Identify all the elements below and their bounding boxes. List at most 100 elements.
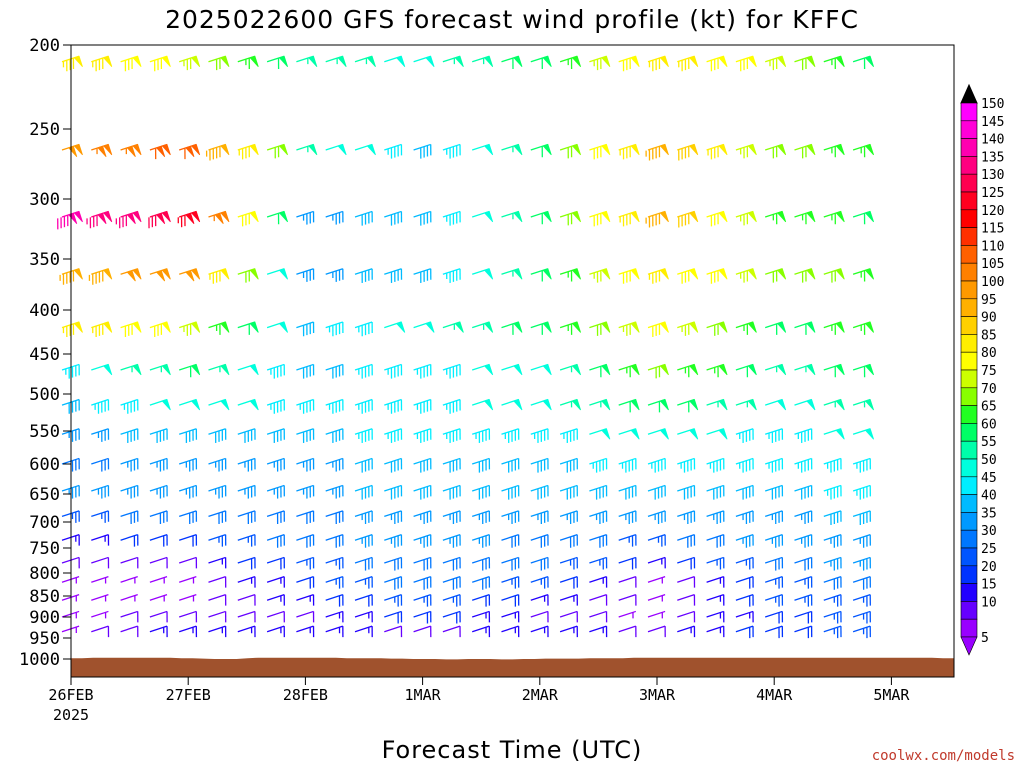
wind-barb — [237, 457, 256, 472]
wind-barb — [442, 55, 464, 67]
wind-barb — [589, 55, 611, 71]
wind-barb — [823, 610, 842, 624]
wind-barb — [237, 594, 256, 606]
wind-barb — [178, 534, 198, 547]
y-tick-label: 800 — [29, 564, 60, 584]
wind-barb — [325, 594, 344, 607]
colorbar-bottom-arrow — [960, 636, 978, 656]
wind-barb — [354, 143, 376, 156]
wind-barb — [296, 625, 315, 638]
wind-barb — [501, 457, 520, 473]
wind-barb — [589, 576, 608, 588]
wind-barb — [178, 484, 198, 499]
wind-barb — [471, 510, 491, 524]
wind-barb — [589, 210, 611, 227]
x-year-label: 2025 — [53, 706, 89, 724]
wind-barb — [735, 534, 754, 548]
wind-barb — [237, 363, 259, 376]
wind-barb — [325, 556, 344, 570]
wind-barb — [530, 428, 549, 443]
wind-barb — [647, 363, 669, 379]
wind-barb — [852, 484, 871, 500]
wind-barb — [589, 625, 608, 638]
wind-barb — [735, 321, 757, 335]
wind-barb — [471, 268, 494, 280]
wind-barb — [325, 625, 344, 638]
wind-barb — [442, 625, 461, 638]
y-tick-label: 900 — [29, 608, 60, 628]
wind-barb — [208, 484, 227, 499]
wind-barb — [764, 457, 784, 473]
wind-barb — [589, 594, 608, 606]
wind-barb — [354, 398, 373, 414]
colorbar-label: 15 — [981, 578, 997, 593]
wind-barb — [177, 210, 201, 228]
wind-barb — [501, 484, 520, 500]
wind-barb — [647, 510, 666, 524]
wind-barb — [559, 321, 581, 335]
wind-barb — [208, 268, 230, 284]
wind-barb — [677, 576, 696, 588]
wind-barb — [384, 55, 406, 67]
wind-barb — [208, 398, 230, 411]
wind-barb — [178, 268, 201, 282]
wind-barb — [764, 55, 787, 71]
wind-barb — [178, 398, 201, 411]
wind-barb — [237, 321, 259, 335]
wind-barb — [794, 594, 813, 607]
wind-barb — [764, 321, 787, 335]
colorbar-label: 140 — [981, 133, 1004, 148]
wind-barb — [530, 268, 552, 282]
wind-barb — [471, 457, 491, 473]
wind-barb — [706, 534, 725, 548]
wind-barb — [647, 321, 669, 338]
wind-barb — [618, 210, 640, 227]
wind-barb — [296, 556, 315, 570]
wind-barb — [442, 556, 461, 571]
wind-barb — [589, 321, 611, 336]
wind-barb — [413, 625, 432, 638]
wind-barb — [266, 510, 285, 524]
wind-barb — [589, 398, 611, 411]
wind-barb — [764, 143, 787, 159]
wind-barb — [91, 321, 113, 338]
colorbar-swatch — [960, 262, 978, 282]
wind-barb — [794, 398, 816, 411]
wind-barb — [764, 428, 784, 443]
colorbar-top-arrow — [960, 83, 978, 104]
colorbar-swatch — [960, 618, 978, 638]
wind-barb — [413, 534, 432, 548]
wind-barb — [618, 321, 640, 336]
wind-barb — [677, 55, 699, 72]
wind-barb — [823, 398, 845, 411]
wind-barb — [354, 363, 373, 379]
wind-barb — [471, 610, 491, 623]
wind-barb — [530, 484, 549, 500]
wind-barb — [618, 576, 637, 588]
wind-barb — [442, 484, 461, 500]
wind-barb — [677, 428, 699, 440]
wind-barb — [413, 321, 435, 333]
wind-barb — [589, 363, 611, 378]
wind-barb — [794, 534, 813, 548]
wind-barb — [852, 55, 874, 70]
wind-barb — [589, 556, 608, 570]
wind-barb — [208, 534, 227, 547]
wind-barb — [354, 625, 373, 638]
x-tick-label: 28FEB — [283, 686, 328, 704]
wind-barb — [735, 484, 754, 500]
wind-barb — [237, 428, 256, 443]
wind-barb — [354, 610, 373, 623]
wind-barb — [86, 210, 113, 229]
wind-barb — [794, 428, 813, 443]
wind-barb — [178, 143, 201, 160]
wind-barb — [559, 428, 578, 443]
wind-barb — [852, 143, 874, 158]
wind-barb — [208, 457, 227, 472]
wind-barb — [647, 398, 669, 413]
y-tick-label: 650 — [29, 485, 60, 505]
wind-barb — [823, 534, 842, 548]
wind-barb — [530, 55, 552, 70]
wind-barb — [384, 457, 403, 473]
wind-barb — [266, 576, 285, 588]
